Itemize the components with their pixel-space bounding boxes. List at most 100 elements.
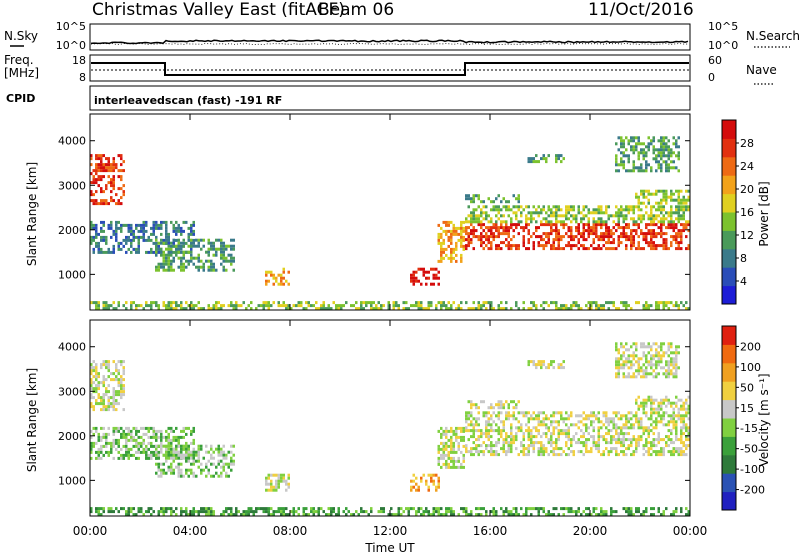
time-x-axis: 00:00 04:00 08:00 12:00 16:00 20:00 00:00 [73, 114, 708, 538]
power-colorbar-swatch-9 [722, 120, 736, 139]
velocity-ytick-label-0: 1000 [58, 474, 86, 487]
freq-unit-label: [MHz] [4, 66, 39, 80]
power-region-11 [615, 136, 680, 173]
power-colorbar-swatch-7 [722, 156, 736, 176]
velocity-y-axis: 1000 2000 3000 4000 [58, 341, 690, 487]
power-colorbar-tick-label-3: 16 [740, 206, 754, 219]
power-colorbar-label: Power [dB] [757, 181, 771, 246]
velocity-region-3 [265, 473, 290, 492]
velocity-region-8 [467, 400, 520, 410]
freq-left-tick-bottom: 8 [79, 71, 86, 84]
date-label: 11/Oct/2016 [588, 0, 694, 20]
power-colorbar-swatch-1 [722, 267, 736, 287]
velocity-colorbar-swatch-6 [722, 381, 736, 401]
freq-label: Freq. [4, 53, 34, 67]
power-ytick-label-1: 2000 [58, 224, 86, 237]
power-colorbar-swatch-5 [722, 193, 736, 213]
power-colorbar: 4 8 12 16 20 24 28 [721, 119, 754, 305]
noise-search-label: N.Search [746, 29, 800, 43]
velocity-colorbar-swatch-0 [722, 491, 736, 511]
velocity-colorbar: 200 100 50 15 -15 -50 -100 -200 [721, 325, 765, 511]
nave-right-tick-bottom: 0 [708, 71, 715, 84]
velocity-colorbar-tick-label-2: 50 [740, 381, 754, 394]
velocity-colorbar-tick-label-6: -100 [740, 463, 765, 476]
freq-left-tick-top: 18 [72, 54, 86, 67]
noise-sky-label: N.Sky [4, 29, 38, 43]
velocity-region-7 [465, 411, 690, 430]
freq-panel-frame [89, 54, 691, 82]
x-axis-label: Time UT [364, 541, 415, 554]
velocity-colorbar-swatch-1 [722, 473, 736, 493]
velocity-colorbar-swatch-8 [722, 344, 736, 364]
power-y-label: Slant Range [km] [25, 162, 39, 266]
power-colorbar-swatch-2 [722, 248, 736, 268]
velocity-heatmap [90, 342, 690, 517]
noise-left-tick-top: 10^5 [56, 20, 86, 33]
velocity-ytick-label-3: 4000 [58, 341, 86, 354]
cpid-text: interleavedscan (fast) -191 RF [94, 94, 282, 107]
cpid-panel-frame [89, 85, 691, 111]
power-heatmap [90, 136, 690, 311]
velocity-colorbar-frame [721, 325, 737, 511]
power-colorbar-tick-label-4: 20 [740, 183, 754, 196]
power-colorbar-tick-label-2: 12 [740, 229, 754, 242]
velocity-region-12 [90, 507, 690, 517]
xtick-label-5: 20:00 [573, 524, 608, 538]
velocity-ytick-label-2: 3000 [58, 385, 86, 398]
power-region-6 [465, 223, 690, 251]
velocity-colorbar-tick-label-5: -50 [740, 443, 758, 456]
noise-right-tick-top: 10^5 [708, 20, 738, 33]
noise-sky-trace [90, 39, 689, 45]
nave-right-tick-top: 60 [708, 54, 722, 67]
velocity-colorbar-swatch-4 [722, 418, 736, 437]
velocity-region-2 [155, 444, 235, 478]
power-colorbar-swatch-3 [722, 230, 736, 250]
noise-left-tick-bottom: 10^0 [56, 39, 86, 52]
velocity-colorbar-swatch-3 [722, 436, 736, 456]
power-colorbar-swatch-4 [722, 212, 736, 231]
power-colorbar-tick-label-6: 28 [740, 137, 754, 150]
power-y-axis: 1000 2000 3000 4000 [58, 135, 690, 281]
xtick-label-4: 16:00 [473, 524, 508, 538]
power-colorbar-swatch-8 [722, 138, 736, 158]
power-region-8 [465, 194, 520, 204]
noise-right-tick-bottom: 10^0 [708, 39, 738, 52]
xtick-label-6: 00:00 [673, 524, 708, 538]
velocity-region-0 [90, 360, 125, 412]
nave-label: Nave [746, 63, 777, 77]
beam-label: Beam 06 [318, 0, 394, 20]
power-region-3 [265, 267, 290, 286]
power-region-7 [465, 205, 690, 224]
velocity-colorbar-swatch-5 [722, 399, 736, 419]
power-region-2 [155, 238, 235, 272]
power-colorbar-swatch-0 [722, 285, 736, 305]
power-region-10 [527, 154, 565, 164]
velocity-region-9 [635, 395, 690, 411]
velocity-y-label: Slant Range [km] [25, 368, 39, 472]
velocity-colorbar-tick-label-3: 15 [740, 402, 754, 415]
power-region-4 [410, 267, 440, 286]
xtick-label-0: 00:00 [73, 524, 108, 538]
velocity-region-11 [615, 342, 680, 379]
velocity-region-5 [437, 426, 465, 469]
velocity-colorbar-label: Velocity [m s⁻¹] [757, 373, 771, 466]
power-ytick-label-3: 4000 [58, 135, 86, 148]
power-region-9 [635, 189, 690, 205]
velocity-colorbar-swatch-9 [722, 326, 736, 345]
velocity-region-10 [527, 360, 565, 370]
xtick-label-1: 04:00 [173, 524, 208, 538]
power-region-5 [437, 220, 465, 263]
power-colorbar-swatch-6 [722, 175, 736, 195]
power-colorbar-tick-label-5: 24 [740, 160, 754, 173]
velocity-region-4 [410, 473, 440, 492]
xtick-label-3: 12:00 [373, 524, 408, 538]
velocity-region-6 [465, 429, 690, 457]
power-ytick-label-0: 1000 [58, 268, 86, 281]
power-colorbar-tick-label-1: 8 [740, 252, 747, 265]
velocity-colorbar-swatch-2 [722, 454, 736, 474]
xtick-label-2: 08:00 [273, 524, 308, 538]
velocity-colorbar-tick-label-1: 100 [740, 361, 761, 374]
velocity-colorbar-swatch-7 [722, 362, 736, 382]
power-region-0 [90, 154, 125, 206]
